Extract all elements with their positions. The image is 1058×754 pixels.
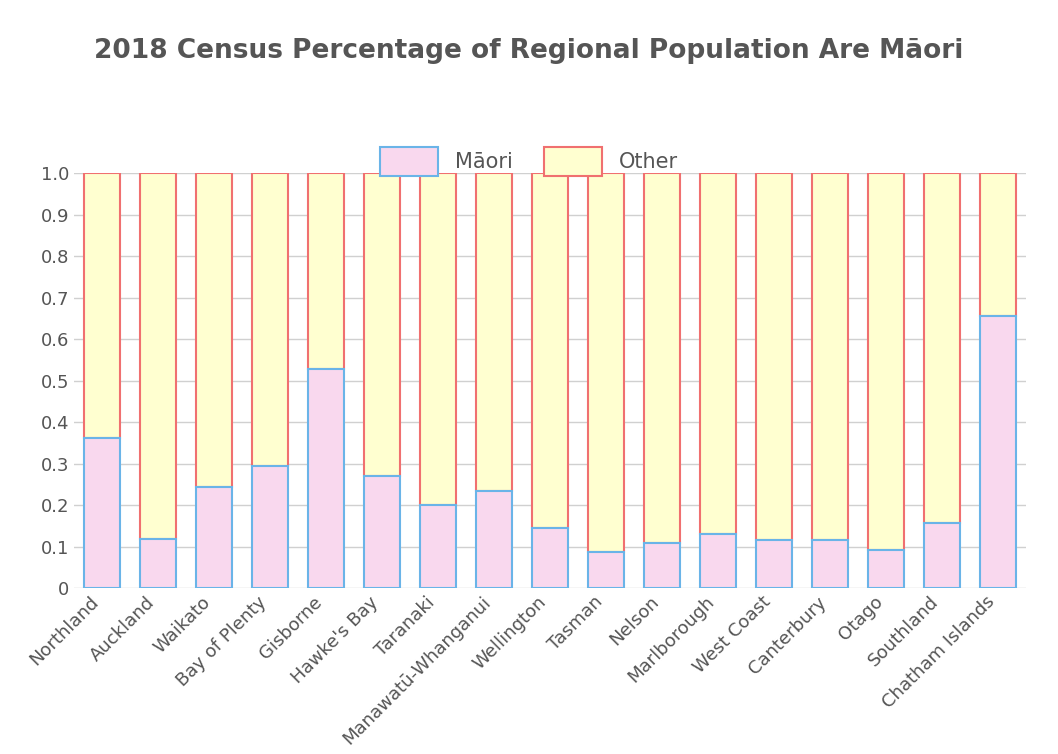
Bar — [364, 173, 400, 477]
Legend: Māori, Other: Māori, Other — [371, 139, 687, 185]
Bar — [476, 491, 512, 588]
Bar — [532, 173, 568, 528]
Bar — [420, 173, 456, 505]
Bar — [588, 173, 624, 552]
Bar — [588, 552, 624, 588]
Bar — [252, 466, 288, 588]
Bar — [308, 369, 344, 588]
Bar — [868, 173, 905, 550]
Bar — [980, 173, 1017, 317]
Bar — [700, 534, 736, 588]
Bar — [84, 173, 121, 437]
Bar — [868, 550, 905, 588]
Bar — [196, 173, 233, 487]
Bar — [364, 477, 400, 588]
Bar — [308, 173, 344, 369]
Bar — [252, 173, 288, 466]
Bar — [980, 317, 1017, 588]
Bar — [644, 543, 680, 588]
Bar — [532, 528, 568, 588]
Bar — [756, 173, 792, 541]
Bar — [813, 541, 849, 588]
Bar — [196, 487, 233, 588]
Bar — [140, 173, 177, 539]
Bar — [476, 173, 512, 491]
Bar — [420, 505, 456, 588]
Bar — [924, 523, 961, 588]
Bar — [924, 173, 961, 523]
Text: 2018 Census Percentage of Regional Population Are Māori: 2018 Census Percentage of Regional Popul… — [94, 38, 964, 63]
Bar — [700, 173, 736, 534]
Bar — [756, 541, 792, 588]
Bar — [644, 173, 680, 543]
Bar — [813, 173, 849, 541]
Bar — [140, 539, 177, 588]
Bar — [84, 437, 121, 588]
